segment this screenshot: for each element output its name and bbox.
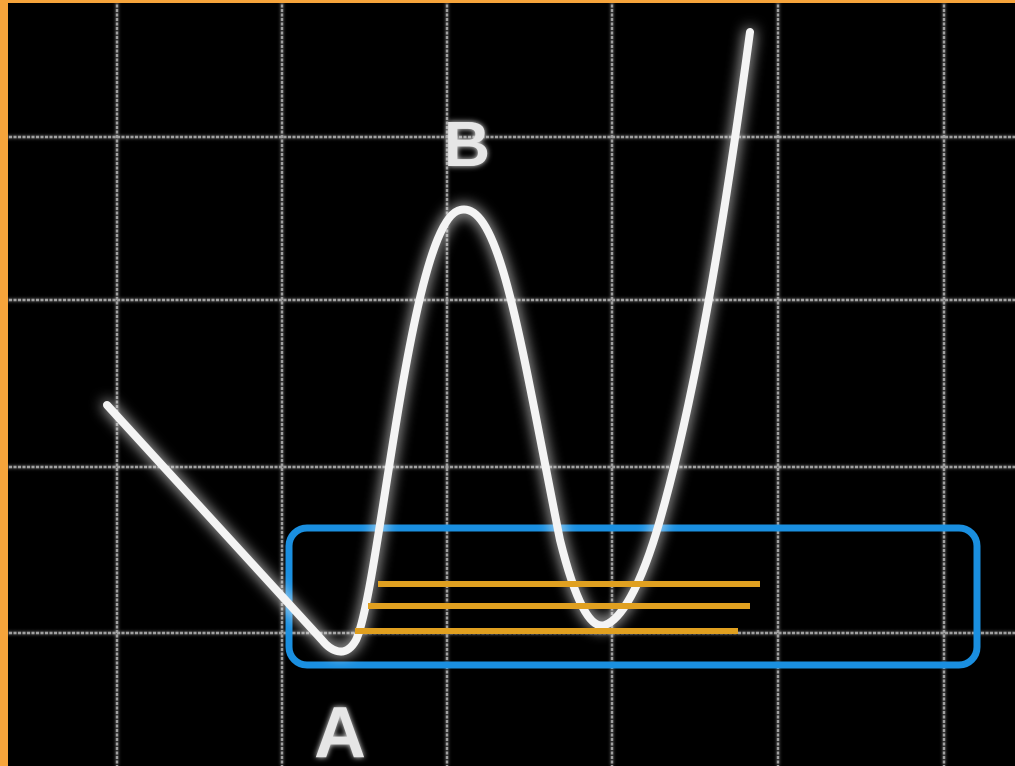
support-zone-box (285, 524, 981, 669)
price-curve (103, 28, 754, 656)
point-a-label: A (314, 693, 366, 766)
point-b-label: B (444, 108, 490, 180)
frame-border-top (0, 0, 1015, 3)
frame-border-left (0, 0, 8, 766)
support-lines (355, 581, 760, 634)
